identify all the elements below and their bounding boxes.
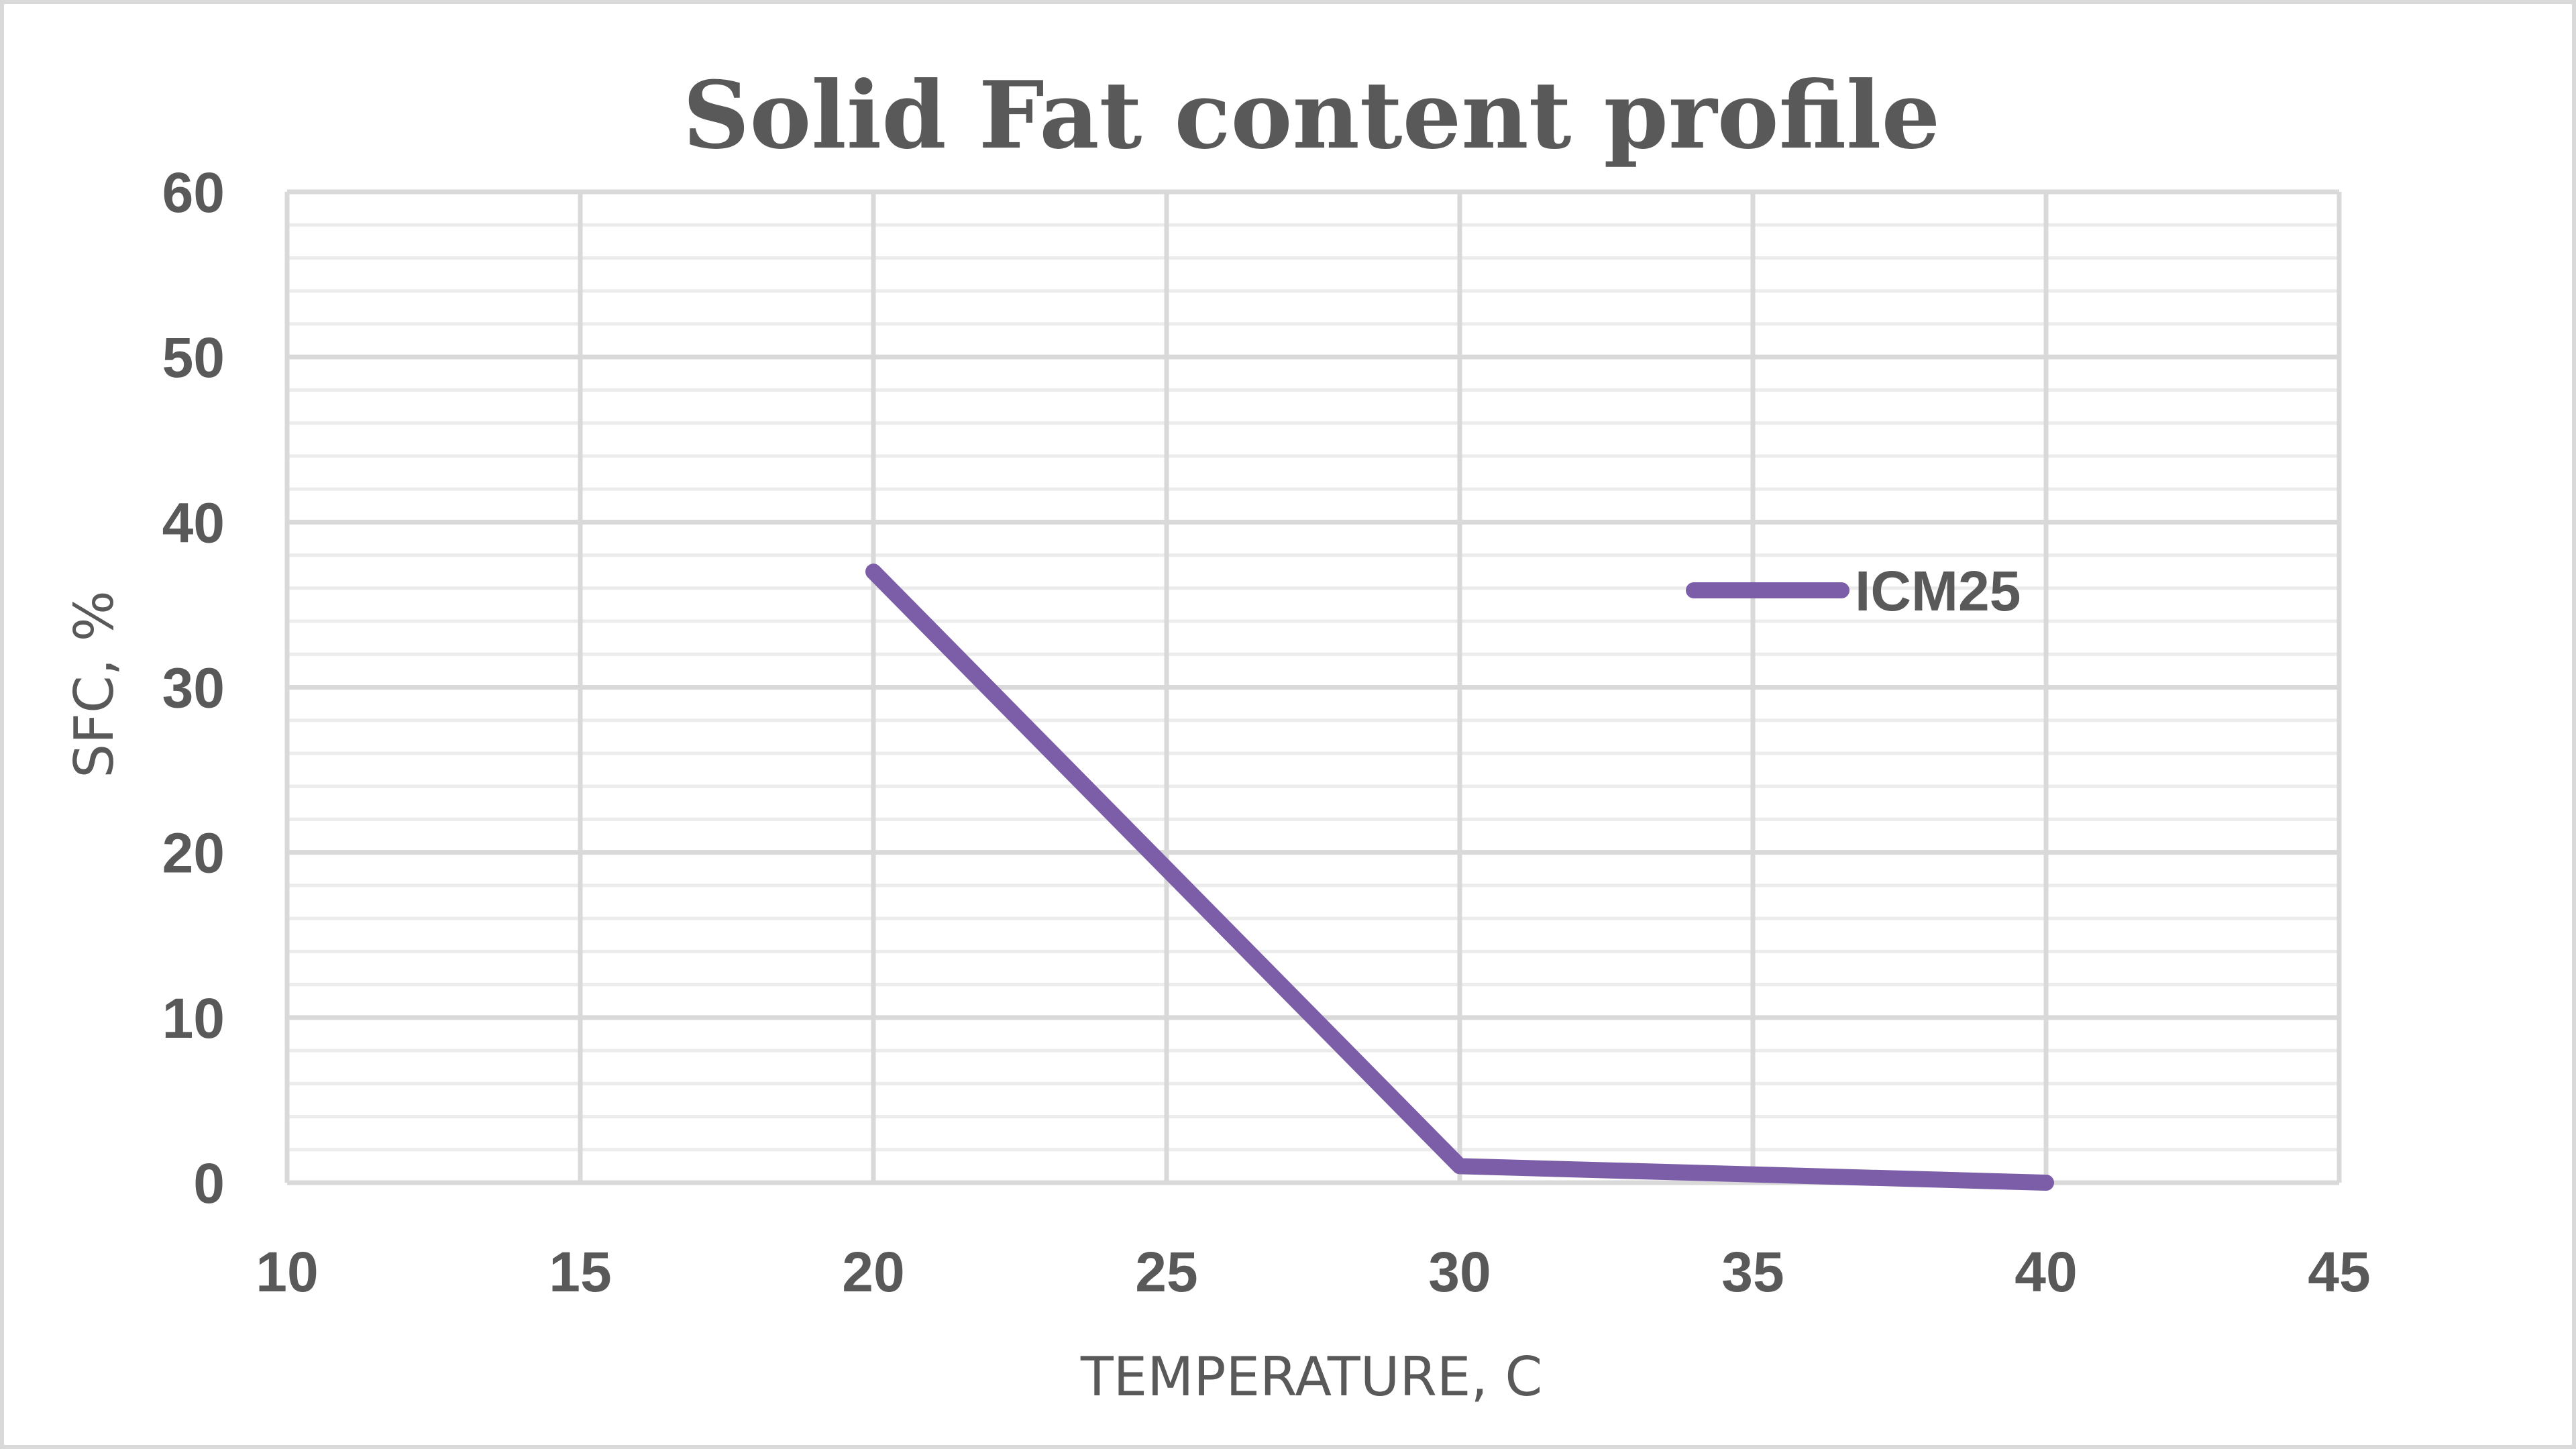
- y-tick-label: 20: [162, 822, 225, 885]
- legend-label: ICM25: [1855, 559, 2021, 623]
- x-axis-tick-labels: 10 15 20 25 30 35 40 45: [256, 1240, 2370, 1303]
- x-tick-label: 30: [1428, 1240, 1491, 1303]
- x-axis-title: TEMPERATURE, C: [1080, 1346, 1542, 1408]
- x-tick-label: 10: [256, 1240, 318, 1303]
- x-tick-label: 25: [1135, 1240, 1197, 1303]
- x-tick-label: 45: [2308, 1240, 2370, 1303]
- y-tick-label: 0: [193, 1152, 225, 1215]
- series-layer: [865, 564, 2054, 1191]
- x-tick-label: 35: [1721, 1240, 1784, 1303]
- series-line-icm25: [865, 564, 2054, 1191]
- y-tick-label: 60: [162, 161, 225, 224]
- y-axis-title: SFC, %: [63, 590, 125, 778]
- minor-gridlines: [287, 223, 2339, 1152]
- legend: ICM25: [1686, 559, 2021, 623]
- major-gridlines: [284, 189, 2342, 1185]
- x-tick-label: 15: [549, 1240, 611, 1303]
- y-tick-label: 10: [162, 987, 225, 1050]
- chart-title: Solid Fat content profile: [683, 60, 1941, 170]
- y-tick-label: 40: [162, 491, 225, 554]
- x-tick-label: 20: [842, 1240, 904, 1303]
- y-tick-label: 50: [162, 326, 225, 389]
- y-tick-label: 30: [162, 657, 225, 720]
- x-tick-label: 40: [2015, 1240, 2077, 1303]
- y-axis-tick-labels: 0 10 20 30 40 50 60: [162, 161, 225, 1215]
